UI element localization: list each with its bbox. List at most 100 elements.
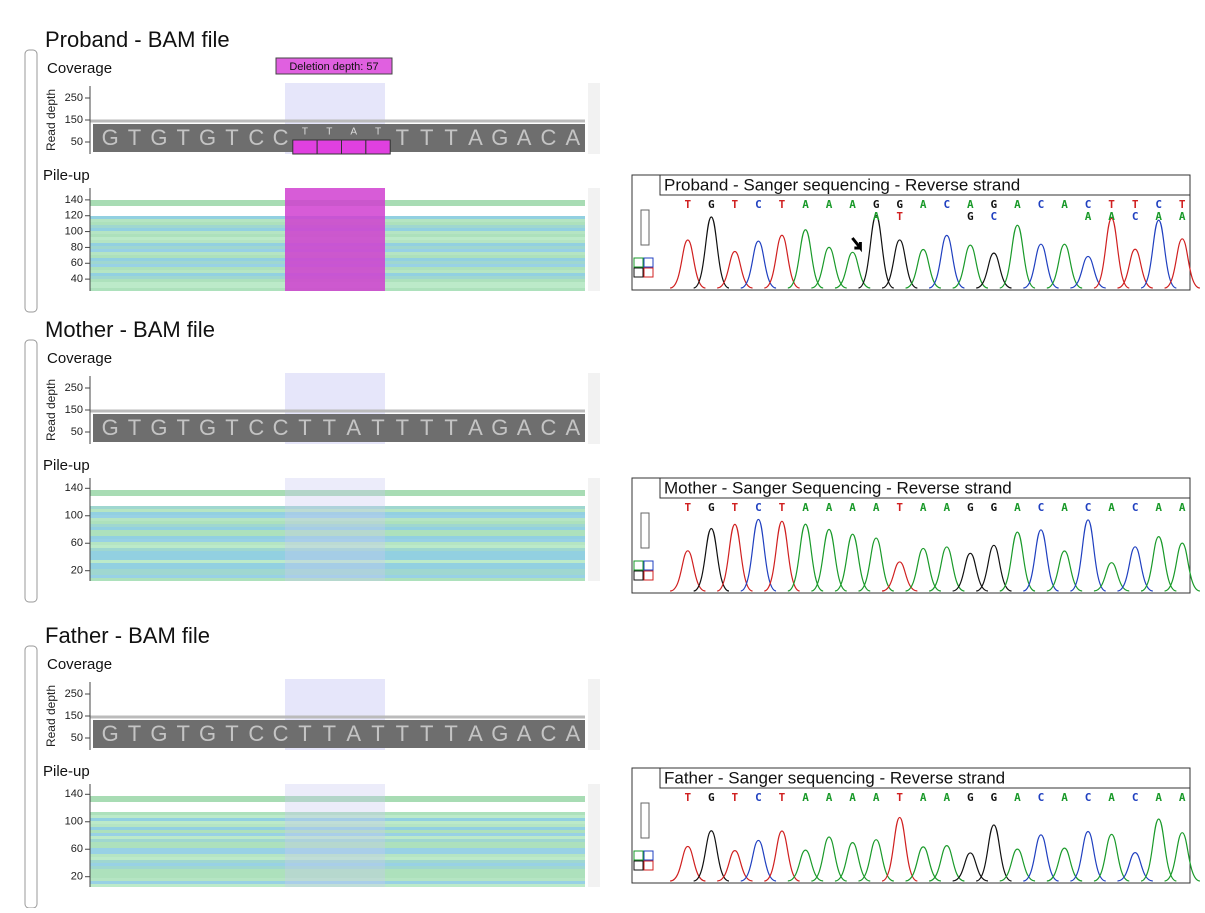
base: T xyxy=(444,125,457,150)
base: T xyxy=(225,125,238,150)
panel-bracket xyxy=(25,340,37,602)
deleted-base-box xyxy=(366,140,390,154)
secondary-call: A xyxy=(1179,210,1186,223)
base-call: A xyxy=(802,501,809,514)
pileup-label: Pile-up xyxy=(43,167,90,184)
base-toggle xyxy=(644,561,653,570)
base: A xyxy=(468,721,483,746)
base: T xyxy=(444,415,457,440)
secondary-call: C xyxy=(991,210,998,223)
base-toggle xyxy=(644,861,653,870)
base-call: C xyxy=(1038,791,1045,804)
base-call: A xyxy=(1155,791,1162,804)
base-call: C xyxy=(1085,791,1092,804)
base-call: G xyxy=(708,198,715,211)
base: G xyxy=(491,415,508,440)
base-call: T xyxy=(684,501,691,514)
base-toggle xyxy=(644,571,653,580)
coverage-tick-label: 250 xyxy=(65,92,83,104)
secondary-call: C xyxy=(1132,210,1139,223)
base: T xyxy=(420,721,433,746)
base: T xyxy=(396,125,409,150)
pileup-scrollbar xyxy=(588,784,600,887)
pileup-tick-label: 100 xyxy=(65,510,83,522)
coverage-tick-label: 150 xyxy=(65,404,83,416)
base: T xyxy=(128,125,141,150)
base: G xyxy=(491,721,508,746)
read-depth-label: Read depth xyxy=(44,89,58,151)
figure: Proband - BAM fileCoverageGTGTGTCCTTATTT… xyxy=(0,0,1205,908)
base: T xyxy=(225,721,238,746)
pileup-tick-label: 80 xyxy=(71,241,83,253)
pileup-tick-label: 140 xyxy=(65,482,83,494)
base: A xyxy=(517,415,532,440)
deletion-column-pileup xyxy=(285,188,385,291)
base-toggle xyxy=(634,268,643,277)
coverage-label: Coverage xyxy=(47,60,112,77)
base: T xyxy=(176,721,189,746)
base: G xyxy=(102,415,119,440)
base-call: C xyxy=(1038,198,1045,211)
base: G xyxy=(199,125,216,150)
base-call: C xyxy=(755,198,762,211)
base-call: A xyxy=(1061,501,1068,514)
coverage-tick-label: 50 xyxy=(71,732,83,744)
base-call: A xyxy=(1061,791,1068,804)
base: C xyxy=(273,125,289,150)
base: T xyxy=(420,125,433,150)
base-call: T xyxy=(896,501,903,514)
coverage-tick-label: 150 xyxy=(65,710,83,722)
base: T xyxy=(128,721,141,746)
base: A xyxy=(565,721,580,746)
base-toggle xyxy=(644,258,653,267)
base-call: G xyxy=(967,791,974,804)
base-call: A xyxy=(1014,198,1021,211)
base-call: A xyxy=(826,198,833,211)
base: G xyxy=(150,721,167,746)
base: A xyxy=(517,125,532,150)
coverage-tick-label: 150 xyxy=(65,114,83,126)
base-toggle xyxy=(634,571,643,580)
base-call: A xyxy=(1155,501,1162,514)
base-call: A xyxy=(1108,501,1115,514)
base-call: G xyxy=(708,791,715,804)
base-toggle xyxy=(634,258,643,267)
base-call: C xyxy=(755,791,762,804)
base-toggle xyxy=(634,561,643,570)
base: T xyxy=(371,415,384,440)
base: C xyxy=(541,721,557,746)
base: A xyxy=(565,415,580,440)
base: C xyxy=(541,125,557,150)
pileup-scrollbar xyxy=(588,478,600,581)
base-call: A xyxy=(1014,501,1021,514)
base: G xyxy=(102,125,119,150)
pileup-tick-label: 60 xyxy=(71,257,83,269)
base-call: A xyxy=(1014,791,1021,804)
deleted-base: T xyxy=(375,127,381,138)
base-call: C xyxy=(1038,501,1045,514)
base-call: C xyxy=(1132,501,1139,514)
base: C xyxy=(248,415,264,440)
base: T xyxy=(323,721,336,746)
coverage-tick-label: 250 xyxy=(65,688,83,700)
base-call: A xyxy=(920,198,927,211)
secondary-call: A xyxy=(1155,210,1162,223)
pileup-tick-label: 100 xyxy=(65,816,83,828)
base-call: G xyxy=(967,501,974,514)
read-depth-label: Read depth xyxy=(44,379,58,441)
secondary-call: T xyxy=(896,210,903,223)
pileup-tick-label: 60 xyxy=(71,537,83,549)
base: T xyxy=(396,721,409,746)
deletion-column-pileup xyxy=(285,784,385,887)
pileup-tick-label: 60 xyxy=(71,843,83,855)
coverage-scrollbar xyxy=(588,679,600,750)
base: G xyxy=(150,125,167,150)
sanger-control xyxy=(641,513,649,548)
base-call: A xyxy=(943,501,950,514)
base-call: A xyxy=(826,501,833,514)
base: A xyxy=(346,721,361,746)
deleted-base: T xyxy=(326,127,332,138)
panel-title: Mother - BAM file xyxy=(45,317,215,342)
base-call: A xyxy=(1108,791,1115,804)
deleted-base-box xyxy=(293,140,317,154)
